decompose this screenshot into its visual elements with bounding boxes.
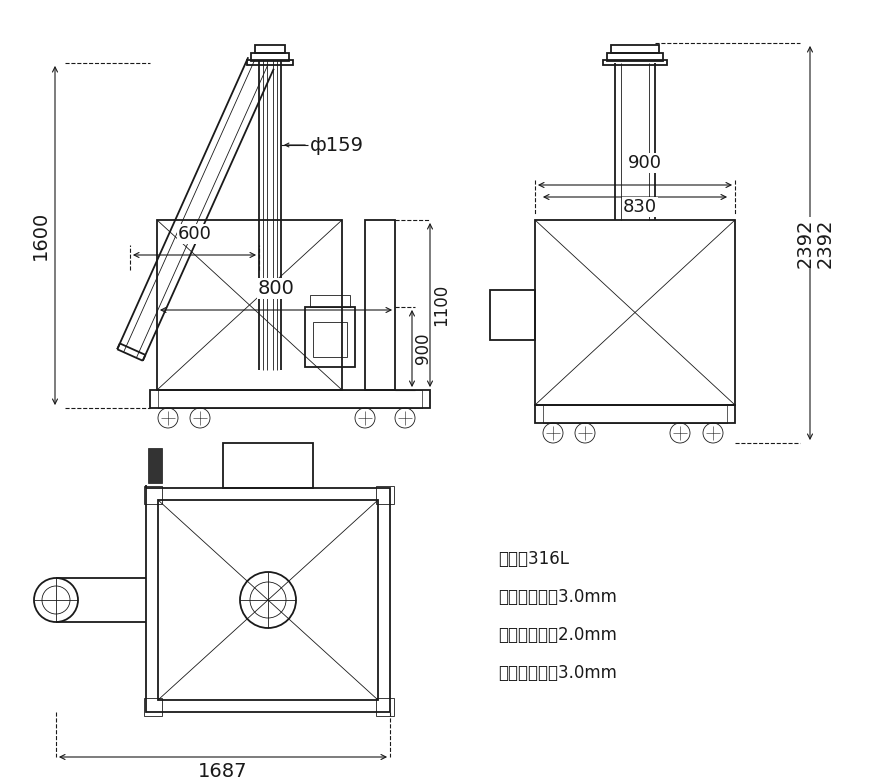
Bar (150, 390, 430, 408)
Bar (148, 448, 162, 483)
Bar (255, 45, 285, 53)
Bar (158, 390, 422, 408)
Bar (376, 698, 394, 716)
Bar (144, 698, 162, 716)
Bar (376, 486, 394, 504)
Text: 2392: 2392 (815, 218, 834, 268)
Text: 材质：316L: 材质：316L (498, 550, 569, 568)
Bar (603, 60, 667, 65)
Bar (313, 322, 347, 357)
Text: 900: 900 (628, 154, 662, 172)
Text: 储料仓板厕：2.0mm: 储料仓板厕：2.0mm (498, 626, 617, 644)
Text: 900: 900 (414, 333, 432, 365)
Text: 800: 800 (258, 279, 294, 298)
Text: 600: 600 (178, 225, 212, 243)
Bar (223, 443, 313, 488)
Bar (611, 45, 659, 53)
Bar (157, 220, 342, 390)
Bar (310, 295, 350, 307)
Text: 1100: 1100 (432, 284, 450, 326)
Bar (247, 60, 293, 65)
Text: 1687: 1687 (199, 762, 247, 779)
Bar (305, 307, 355, 367)
Bar (535, 405, 735, 423)
Bar (365, 220, 395, 390)
Bar (144, 486, 162, 504)
Text: ф159: ф159 (310, 136, 364, 154)
Bar (543, 405, 727, 423)
Bar (251, 53, 289, 61)
Text: 螺旋叶片厕：3.0mm: 螺旋叶片厕：3.0mm (498, 664, 617, 682)
Bar (535, 220, 735, 405)
Text: 2392: 2392 (796, 218, 815, 268)
Bar (158, 500, 378, 700)
Bar (146, 488, 390, 712)
Bar (490, 290, 535, 340)
Text: 830: 830 (623, 198, 657, 216)
Text: 螺旋管壁厕：3.0mm: 螺旋管壁厕：3.0mm (498, 588, 617, 606)
Bar (607, 53, 663, 61)
Text: 1600: 1600 (31, 211, 50, 260)
